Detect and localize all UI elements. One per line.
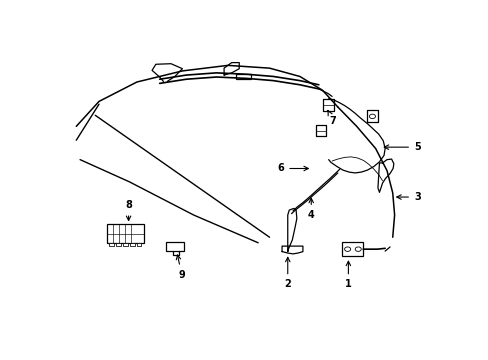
Text: 7: 7 [327,111,336,126]
FancyBboxPatch shape [122,243,127,246]
FancyBboxPatch shape [129,243,134,246]
FancyBboxPatch shape [236,74,250,79]
FancyBboxPatch shape [106,225,143,243]
Text: 6: 6 [277,163,308,174]
FancyBboxPatch shape [116,243,121,246]
Text: 5: 5 [384,142,420,152]
FancyBboxPatch shape [342,242,363,256]
Text: 8: 8 [125,201,132,220]
Text: 1: 1 [345,261,351,289]
FancyBboxPatch shape [109,243,114,246]
Text: 9: 9 [176,255,184,280]
Text: 3: 3 [396,192,420,202]
FancyBboxPatch shape [166,242,183,251]
FancyBboxPatch shape [136,243,141,246]
Text: 4: 4 [307,198,314,220]
Text: 2: 2 [284,257,290,289]
